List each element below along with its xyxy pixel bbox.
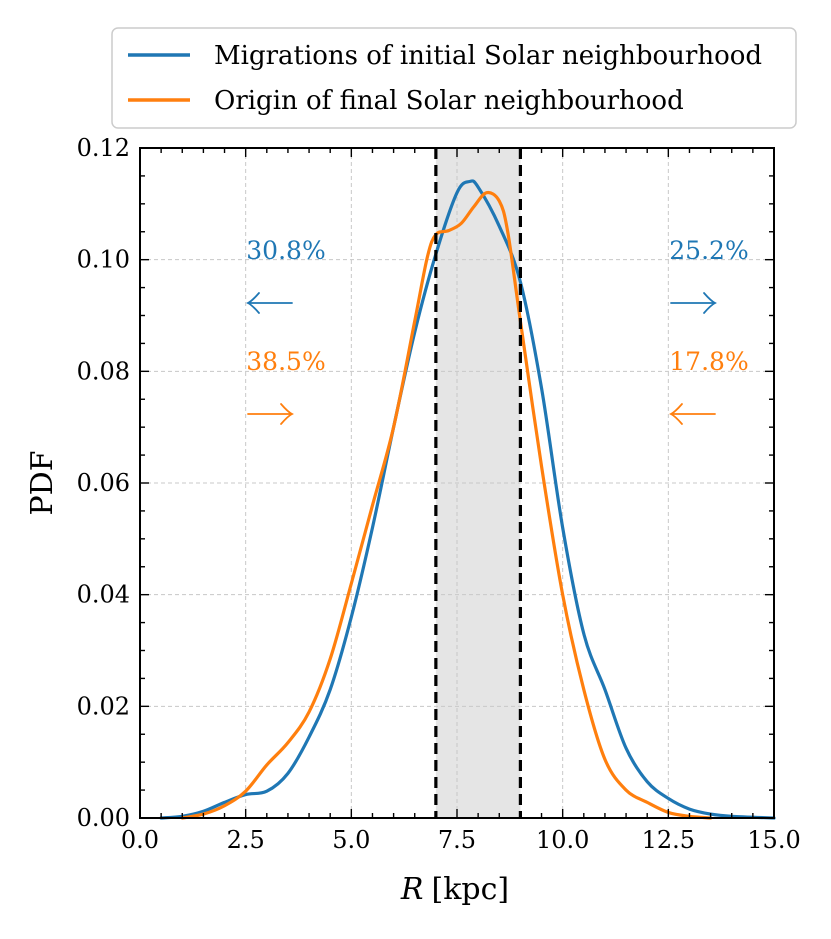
x-tick-label: 7.5 bbox=[438, 826, 476, 854]
y-tick-label: 0.02 bbox=[77, 692, 130, 720]
arrow-head bbox=[668, 403, 683, 425]
series-line-origin bbox=[180, 190, 713, 820]
y-axis-title: PDF bbox=[25, 450, 60, 515]
x-axis-title-unit: [kpc] bbox=[432, 872, 510, 907]
y-tick-label: 0.12 bbox=[77, 134, 130, 162]
annotation-percent-right-top: 25.2% bbox=[669, 236, 748, 265]
x-axis-title: R [kpc] bbox=[400, 872, 509, 907]
x-tick-label: 10.0 bbox=[536, 826, 589, 854]
arrow-head bbox=[245, 292, 260, 314]
x-tick-label: 12.5 bbox=[642, 826, 695, 854]
series-line-migrations bbox=[159, 179, 776, 820]
annotation-arrow-right-bottom bbox=[668, 403, 716, 425]
arrow-head bbox=[280, 403, 295, 425]
legend: Migrations of initial Solar neighbourhoo… bbox=[111, 27, 797, 129]
y-tick-label: 0.00 bbox=[77, 804, 130, 832]
x-tick-label: 0.0 bbox=[121, 826, 159, 854]
y-tick-label: 0.06 bbox=[77, 469, 130, 497]
legend-label-blue: Migrations of initial Solar neighbourhoo… bbox=[214, 41, 762, 71]
arrow-head bbox=[703, 292, 718, 314]
x-tick-label: 5.0 bbox=[332, 826, 370, 854]
y-tick-label: 0.04 bbox=[77, 581, 130, 609]
legend-frame bbox=[111, 27, 797, 129]
annotation-arrow-left-top bbox=[245, 292, 293, 314]
annotation-arrow-left-bottom bbox=[247, 403, 295, 425]
annotation-percent-left-top: 30.8% bbox=[246, 236, 325, 265]
x-axis-title-var: R bbox=[400, 872, 424, 907]
plot-area: 0.0 2.5 5.0 7.5 10.0 12.5 15.0 0.00 0.02 0.04 0.06… bbox=[77, 134, 801, 854]
y-tick-label: 0.10 bbox=[77, 246, 130, 274]
annotation-arrow-right-top bbox=[670, 292, 718, 314]
annotation-percent-right-bottom: 17.8% bbox=[669, 347, 748, 376]
annotation-percent-left-bottom: 38.5% bbox=[246, 347, 325, 376]
y-tick-label: 0.08 bbox=[77, 357, 130, 385]
x-tick-label: 2.5 bbox=[227, 826, 265, 854]
legend-label-orange: Origin of final Solar neighbourhood bbox=[214, 86, 684, 116]
x-tick-label: 15.0 bbox=[747, 826, 800, 854]
